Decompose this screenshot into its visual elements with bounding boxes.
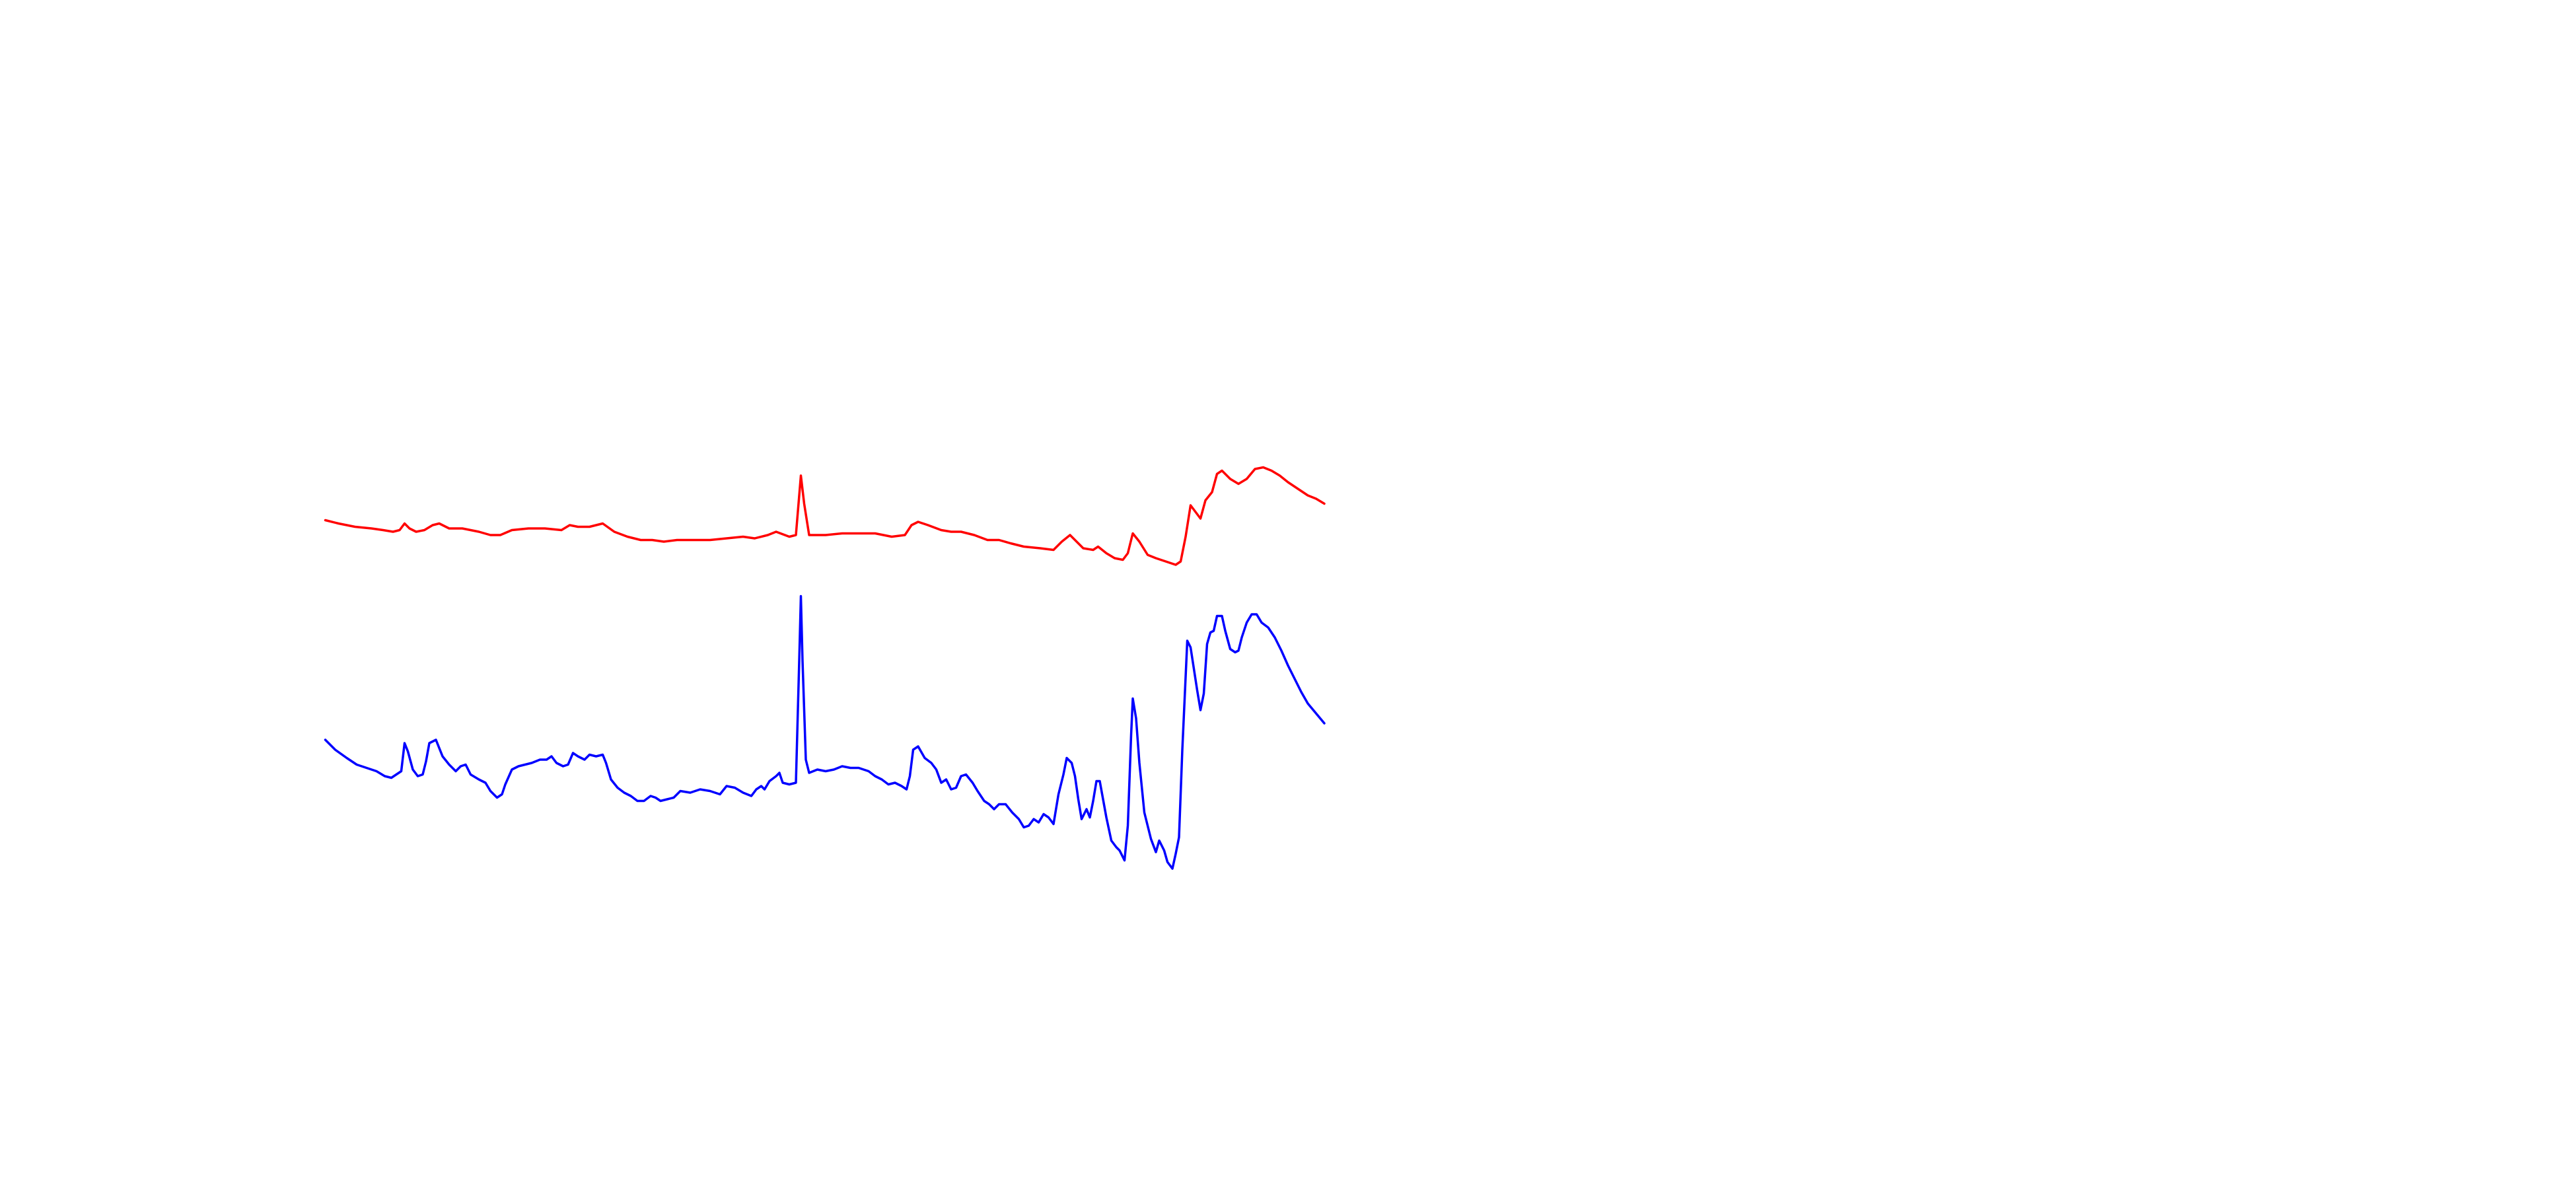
line-series	[324, 594, 1326, 870]
line-series	[324, 466, 1326, 566]
